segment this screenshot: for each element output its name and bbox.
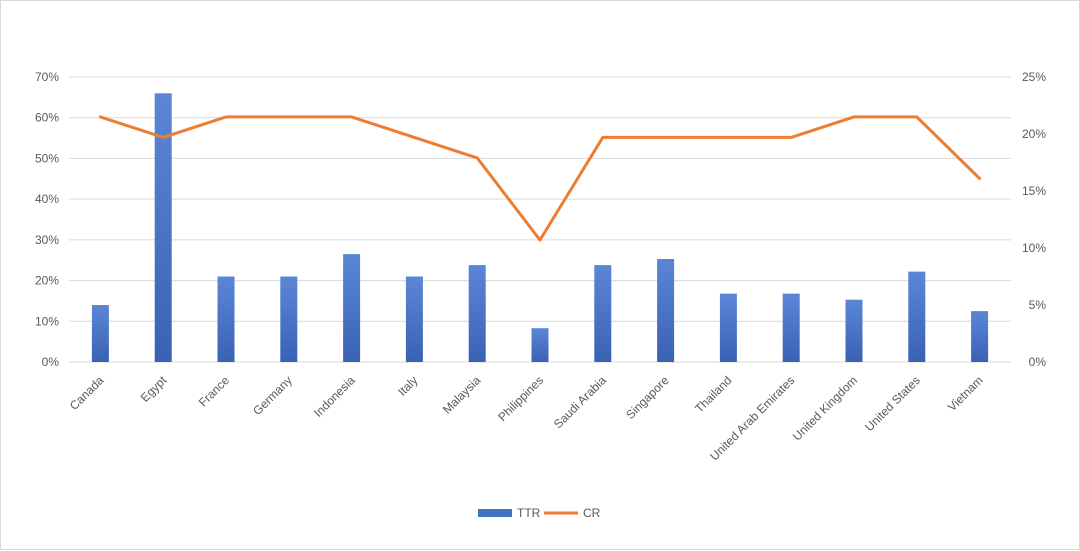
left-axis-tick-label: 10% <box>35 314 59 328</box>
x-axis-category-label: Philippines <box>495 373 546 424</box>
legend-ttr-label: TTR <box>517 506 541 520</box>
ttr-bar <box>971 311 989 362</box>
right-axis-tick-label: 0% <box>1029 355 1047 369</box>
ttr-bar <box>468 265 486 362</box>
ttr-bar <box>908 271 926 362</box>
legend-cr-label: CR <box>583 506 601 520</box>
ttr-bar <box>845 299 863 362</box>
right-axis-ticks: 0% 5% 10% 15% 20% 25% <box>1022 70 1046 369</box>
x-axis-category-label: Italy <box>395 373 420 398</box>
x-axis-ticks: Canada Egypt France Germany Indonesia Italy Ma… <box>67 373 986 464</box>
left-axis-tick-label: 30% <box>35 233 59 247</box>
x-axis-category-label: Germany <box>250 373 295 418</box>
right-axis-tick-label: 25% <box>1022 70 1046 84</box>
x-axis-category-label: Saudi Arabia <box>551 373 609 431</box>
x-axis-category-label: France <box>196 373 233 410</box>
ttr-bar <box>343 254 361 362</box>
x-axis-category-label: Canada <box>67 373 107 413</box>
left-axis-tick-label: 0% <box>42 355 60 369</box>
ttr-bar <box>782 293 800 362</box>
left-axis-tick-label: 50% <box>35 151 59 165</box>
x-axis-category-label: Singapore <box>623 373 672 422</box>
ttr-bar <box>154 93 172 363</box>
x-axis-category-label: Thailand <box>692 373 734 415</box>
cr-line <box>98 115 982 242</box>
left-axis-tick-label: 70% <box>35 70 59 84</box>
ttr-bar <box>280 276 298 362</box>
right-axis-tick-label: 15% <box>1022 184 1046 198</box>
left-axis-tick-label: 40% <box>35 192 59 206</box>
left-axis-ticks: 0% 10% 20% 30% 40% 50% 60% 70% <box>35 70 59 369</box>
x-axis-category-label: United Kingdom <box>790 373 860 443</box>
ttr-bar <box>531 328 549 362</box>
left-axis-tick-label: 60% <box>35 111 59 125</box>
ttr-bar <box>217 276 235 362</box>
right-axis-tick-label: 5% <box>1029 298 1047 312</box>
ttr-bar <box>405 276 423 362</box>
legend: TTR CR <box>478 506 601 520</box>
legend-ttr-swatch <box>478 509 512 517</box>
right-axis-tick-label: 20% <box>1022 127 1046 141</box>
x-axis-category-label: Malaysia <box>440 373 484 417</box>
x-axis-category-label: United States <box>862 373 923 434</box>
ttr-bar <box>657 258 675 362</box>
x-axis-category-label: Vietnam <box>945 373 986 414</box>
x-axis-category-label: Indonesia <box>311 373 358 420</box>
right-axis-tick-label: 10% <box>1022 241 1046 255</box>
ttr-bars <box>91 93 989 363</box>
gridlines <box>69 76 1011 363</box>
x-axis-category-label: Egypt <box>138 373 170 405</box>
ttr-bar <box>719 293 737 362</box>
left-axis-tick-label: 20% <box>35 274 59 288</box>
ttr-bar <box>594 265 612 362</box>
cr-line-series <box>98 115 982 242</box>
ttr-bar <box>91 305 109 362</box>
